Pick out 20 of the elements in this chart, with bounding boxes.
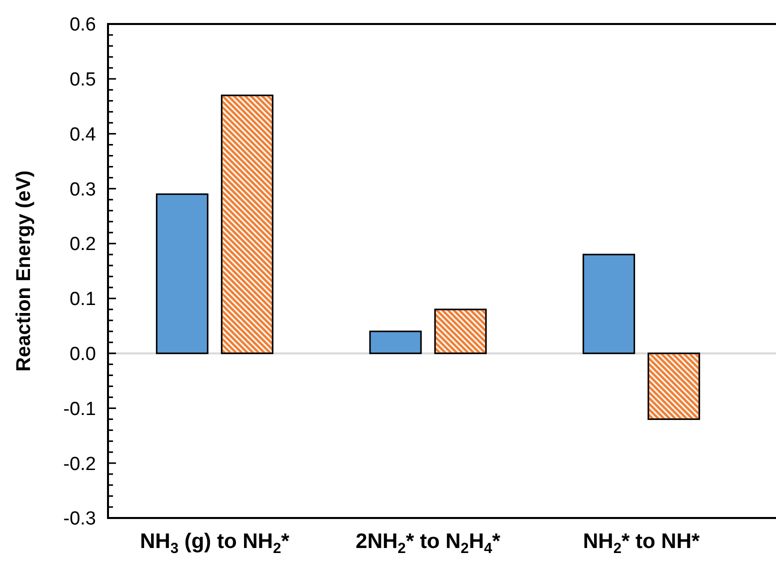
y-tick-label: -0.2	[63, 454, 96, 475]
bar	[582, 254, 636, 354]
bar	[648, 352, 700, 420]
bar	[434, 308, 487, 354]
y-tick-label: 0.1	[70, 289, 96, 310]
y-axis-title: Reaction Energy (eV)	[13, 170, 35, 372]
y-tick-label: -0.3	[63, 508, 96, 530]
y-tick-label: 0.0	[70, 344, 96, 365]
y-tick-label: 0.3	[70, 179, 96, 200]
y-tick-label: 0.4	[70, 124, 96, 146]
y-tick-label: 0.5	[70, 70, 96, 91]
bar	[220, 94, 274, 354]
x-tick-label: 2NH$_{2}$* to N$_{2}$H$_{4}$*	[356, 530, 502, 556]
y-tick-label: -0.1	[63, 398, 96, 420]
bar	[369, 330, 422, 354]
x-tick-label: NH$_{3}$ (g) to NH$_{2}$*	[140, 530, 290, 556]
x-tick-label: NH$_{2}$* to NH*	[582, 530, 700, 556]
y-tick-label: 0.2	[70, 234, 96, 256]
bar	[156, 193, 208, 354]
y-tick-label: 0.6	[70, 14, 96, 36]
